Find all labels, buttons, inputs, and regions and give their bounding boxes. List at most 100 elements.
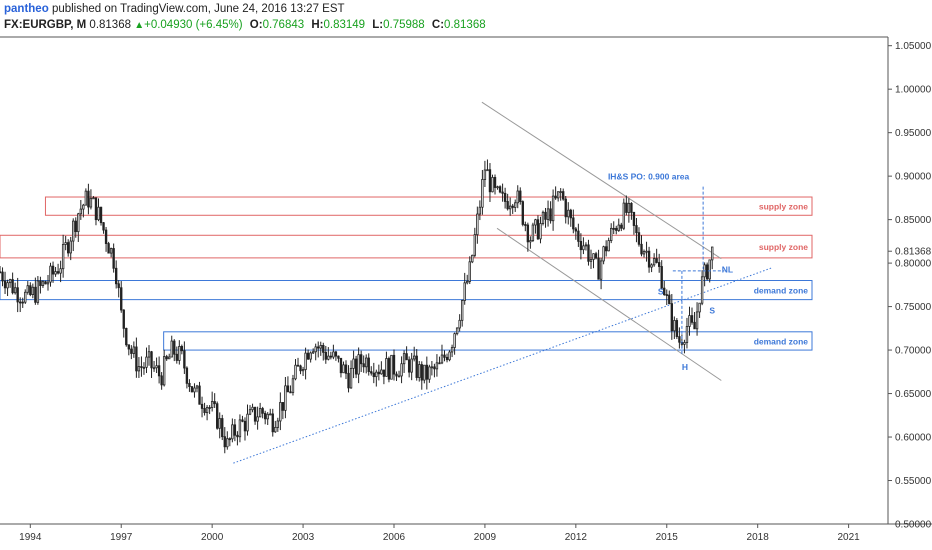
candle xyxy=(493,177,497,188)
y-axis: 1.05000 1.00000 0.95000 0.90000 0.85000 0.800… xyxy=(888,41,932,531)
candle xyxy=(635,225,638,234)
candle xyxy=(488,169,492,193)
candle xyxy=(165,356,168,360)
candle xyxy=(301,369,305,372)
candle xyxy=(284,385,287,411)
y-tick-label: 0.60000 xyxy=(895,433,932,444)
candle xyxy=(483,169,487,180)
candle xyxy=(274,426,277,433)
candle xyxy=(127,344,130,350)
x-tick-label: 2000 xyxy=(201,532,224,543)
candle xyxy=(210,401,214,408)
pattern-annotation: S xyxy=(709,306,715,316)
candle xyxy=(125,327,128,346)
candle xyxy=(357,354,360,375)
candle xyxy=(117,283,120,289)
candle xyxy=(688,315,691,327)
candle xyxy=(567,209,570,218)
candle xyxy=(314,346,317,353)
candle xyxy=(87,190,90,208)
candle xyxy=(516,190,519,204)
candle xyxy=(241,419,244,422)
candle xyxy=(711,246,714,261)
candle xyxy=(6,282,9,289)
candles-layer xyxy=(0,159,714,454)
candle xyxy=(281,402,285,411)
candle xyxy=(1,271,4,282)
candle xyxy=(372,372,375,378)
candle xyxy=(468,261,471,282)
author-name[interactable]: pantheo xyxy=(4,3,49,15)
candle xyxy=(238,419,242,438)
candle xyxy=(299,365,302,372)
candle xyxy=(337,355,340,359)
y-tick-label: 0.95000 xyxy=(895,128,932,139)
candle xyxy=(311,351,315,354)
zone-box[interactable] xyxy=(163,331,813,351)
candle xyxy=(223,436,226,448)
candle xyxy=(69,240,72,254)
candle xyxy=(97,206,100,221)
x-tick-label: 2003 xyxy=(292,532,315,543)
candle xyxy=(26,285,29,293)
candle xyxy=(264,412,267,420)
candle xyxy=(539,223,542,240)
candle xyxy=(59,268,62,274)
candle xyxy=(549,208,552,222)
candle xyxy=(122,309,125,329)
candle xyxy=(226,438,229,448)
candle xyxy=(625,202,628,213)
candle xyxy=(397,375,401,378)
candle xyxy=(253,406,257,422)
candle xyxy=(152,367,156,370)
x-tick-label: 1997 xyxy=(110,532,133,543)
zone-box[interactable] xyxy=(0,234,813,259)
candle xyxy=(46,281,50,285)
candle xyxy=(107,243,110,254)
candle xyxy=(354,358,358,375)
candle xyxy=(579,240,583,251)
candle xyxy=(390,354,393,380)
y-tick-label: 0.85000 xyxy=(895,215,932,226)
candle xyxy=(620,224,623,229)
candle xyxy=(615,227,618,231)
candle xyxy=(140,366,143,368)
candle xyxy=(503,192,507,202)
candle xyxy=(89,197,93,208)
candle xyxy=(200,403,204,409)
symbol-label[interactable]: FX:EURGBP, M xyxy=(4,19,87,31)
x-tick-label: 2012 xyxy=(565,532,588,543)
zone-box[interactable] xyxy=(0,280,813,301)
candle xyxy=(193,387,196,393)
candle xyxy=(375,371,378,378)
low-value: 0.75988 xyxy=(383,19,425,31)
candle xyxy=(72,220,75,242)
close-value: 0.81368 xyxy=(444,19,486,31)
candle xyxy=(243,420,247,432)
candle xyxy=(344,364,348,374)
trendline[interactable] xyxy=(481,101,722,260)
candle xyxy=(546,208,550,220)
candle xyxy=(49,265,52,283)
candle xyxy=(195,385,199,389)
candle xyxy=(498,186,502,193)
candle xyxy=(322,345,325,353)
candle xyxy=(3,280,7,289)
high-value: 0.83149 xyxy=(323,19,366,31)
candle xyxy=(607,240,610,252)
candle xyxy=(233,424,237,436)
candle xyxy=(44,281,47,285)
candle xyxy=(395,373,398,377)
candle xyxy=(423,364,426,381)
symbol-line: FX:EURGBP, M 0.81368 ▲+0.04930 (+6.45%) … xyxy=(4,19,486,31)
candle xyxy=(415,355,418,378)
trendline[interactable] xyxy=(233,266,774,464)
candle xyxy=(168,356,171,360)
candle xyxy=(94,197,98,221)
candle xyxy=(349,367,353,389)
candle xyxy=(334,351,338,357)
zones-layer: supply zone supply zone demand zone demand … xyxy=(0,196,813,351)
trendline[interactable] xyxy=(496,227,722,381)
zone-box[interactable] xyxy=(44,196,813,216)
